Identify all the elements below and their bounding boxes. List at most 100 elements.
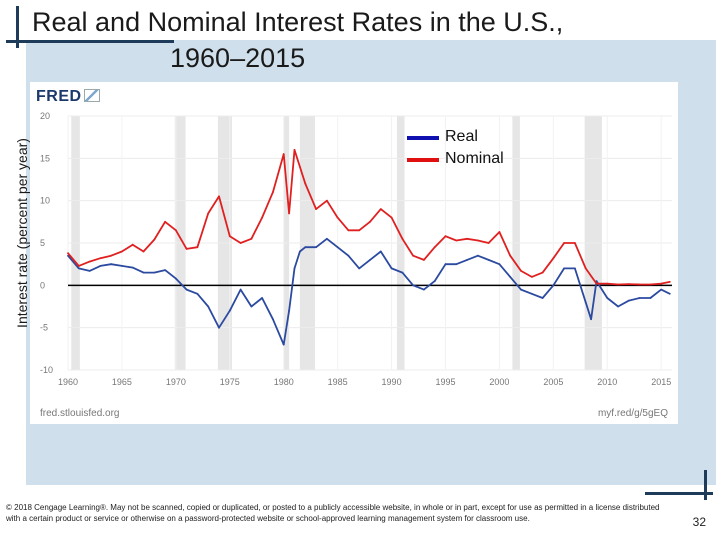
x-tick-label: 2000 bbox=[489, 377, 509, 387]
data-point-real bbox=[509, 276, 512, 278]
y-tick-labels: -10 -5 0 5 10 15 20 bbox=[40, 111, 53, 375]
data-point-nominal bbox=[67, 252, 69, 255]
fred-source-left: fred.stlouisfed.org bbox=[40, 408, 120, 419]
title-accent-vertical bbox=[16, 6, 19, 48]
data-point-nominal bbox=[628, 283, 630, 285]
data-point-real bbox=[455, 263, 458, 266]
data-point-real bbox=[153, 271, 156, 274]
data-point-nominal bbox=[379, 208, 382, 211]
data-point-nominal bbox=[530, 276, 533, 278]
data-point-real bbox=[239, 288, 242, 291]
data-point-nominal bbox=[250, 237, 253, 240]
data-point-real bbox=[99, 265, 102, 267]
x-tick-label: 1975 bbox=[220, 377, 240, 387]
data-point-nominal bbox=[390, 216, 393, 219]
footer-accent-horizontal bbox=[645, 492, 713, 495]
x-tick-label: 1980 bbox=[274, 377, 294, 387]
x-tick-label: 2005 bbox=[543, 377, 563, 387]
data-point-real bbox=[336, 246, 339, 249]
data-point-real bbox=[121, 265, 123, 267]
data-point-nominal bbox=[412, 254, 414, 257]
data-point-nominal bbox=[121, 250, 123, 253]
data-point-real bbox=[617, 305, 619, 308]
data-point-nominal bbox=[423, 259, 425, 261]
data-point-real bbox=[477, 254, 479, 257]
data-point-nominal bbox=[466, 237, 468, 240]
data-point-real bbox=[261, 297, 263, 299]
y-tick-label: 20 bbox=[40, 111, 50, 121]
data-point-real bbox=[282, 343, 285, 346]
data-point-nominal bbox=[153, 238, 156, 241]
x-tick-label: 1960 bbox=[58, 377, 78, 387]
x-tick-label: 1995 bbox=[435, 377, 455, 387]
y-axis-label: Interest rate (percent per year) bbox=[14, 138, 30, 328]
data-point-nominal bbox=[282, 153, 285, 156]
data-point-nominal bbox=[336, 216, 339, 219]
y-tick-label: 10 bbox=[40, 196, 50, 206]
data-point-real bbox=[584, 301, 587, 304]
series-line-real bbox=[67, 237, 671, 346]
data-point-real bbox=[520, 288, 522, 291]
copyright-notice: © 2018 Cengage Learning®. May not be sca… bbox=[6, 503, 660, 523]
data-point-nominal bbox=[207, 212, 210, 215]
data-point-nominal bbox=[509, 254, 512, 257]
y-tick-label: -10 bbox=[40, 365, 53, 375]
data-point-nominal bbox=[541, 271, 544, 274]
data-point-real bbox=[379, 250, 382, 253]
data-point-real bbox=[563, 267, 565, 270]
data-point-nominal bbox=[477, 239, 479, 242]
data-point-nominal bbox=[77, 265, 80, 267]
data-point-real bbox=[77, 267, 80, 270]
data-point-real bbox=[315, 246, 317, 249]
data-point-nominal bbox=[196, 246, 199, 249]
data-point-nominal bbox=[487, 242, 490, 244]
data-point-real bbox=[358, 267, 361, 270]
data-point-real bbox=[660, 288, 663, 291]
data-point-real bbox=[228, 309, 231, 312]
data-point-nominal bbox=[185, 248, 188, 250]
data-point-real bbox=[541, 297, 544, 299]
data-point-nominal bbox=[552, 257, 555, 260]
x-tick-label: 2010 bbox=[597, 377, 617, 387]
data-point-real bbox=[433, 280, 436, 282]
data-point-real bbox=[649, 297, 652, 299]
data-point-nominal bbox=[99, 257, 102, 260]
data-point-nominal bbox=[520, 270, 522, 272]
slide-title-line-1: Real and Nominal Interest Rates in the U… bbox=[32, 7, 564, 37]
data-point-real bbox=[530, 292, 533, 295]
y-tick-label: 15 bbox=[40, 153, 50, 163]
data-point-nominal bbox=[288, 212, 290, 215]
data-point-real bbox=[638, 297, 641, 299]
data-point-real bbox=[185, 288, 188, 291]
data-point-real bbox=[175, 277, 177, 280]
data-point-real bbox=[67, 254, 69, 257]
data-point-nominal bbox=[617, 283, 619, 286]
data-point-real bbox=[552, 284, 555, 287]
legend-label-nominal: Nominal bbox=[445, 150, 504, 167]
fred-graph-icon bbox=[83, 89, 100, 102]
data-point-nominal bbox=[358, 229, 361, 232]
data-point-real bbox=[326, 237, 328, 240]
data-point-real bbox=[347, 254, 350, 257]
data-point-real bbox=[574, 267, 576, 270]
data-point-nominal bbox=[574, 242, 576, 244]
data-point-real bbox=[299, 250, 301, 253]
x-tick-labels: 1960 1965 1970 1975 1980 1985 1990 1995 2000 2005… bbox=[58, 377, 671, 387]
data-point-nominal bbox=[498, 231, 501, 233]
legend-label-real: Real bbox=[445, 128, 478, 145]
data-point-nominal bbox=[218, 195, 220, 198]
slide-title-line-2: 1960–2015 bbox=[170, 43, 306, 73]
y-tick-label: 0 bbox=[40, 280, 45, 290]
legend-swatch-nominal bbox=[407, 158, 439, 162]
data-point-nominal bbox=[110, 254, 112, 257]
data-point-real bbox=[423, 288, 425, 291]
data-point-real bbox=[628, 299, 630, 302]
data-point-nominal bbox=[293, 149, 296, 151]
data-point-real bbox=[444, 263, 447, 266]
data-point-real bbox=[142, 271, 145, 274]
data-point-nominal bbox=[88, 260, 91, 263]
data-point-real bbox=[272, 318, 274, 321]
data-point-real bbox=[498, 263, 501, 266]
series-lines bbox=[67, 148, 671, 346]
